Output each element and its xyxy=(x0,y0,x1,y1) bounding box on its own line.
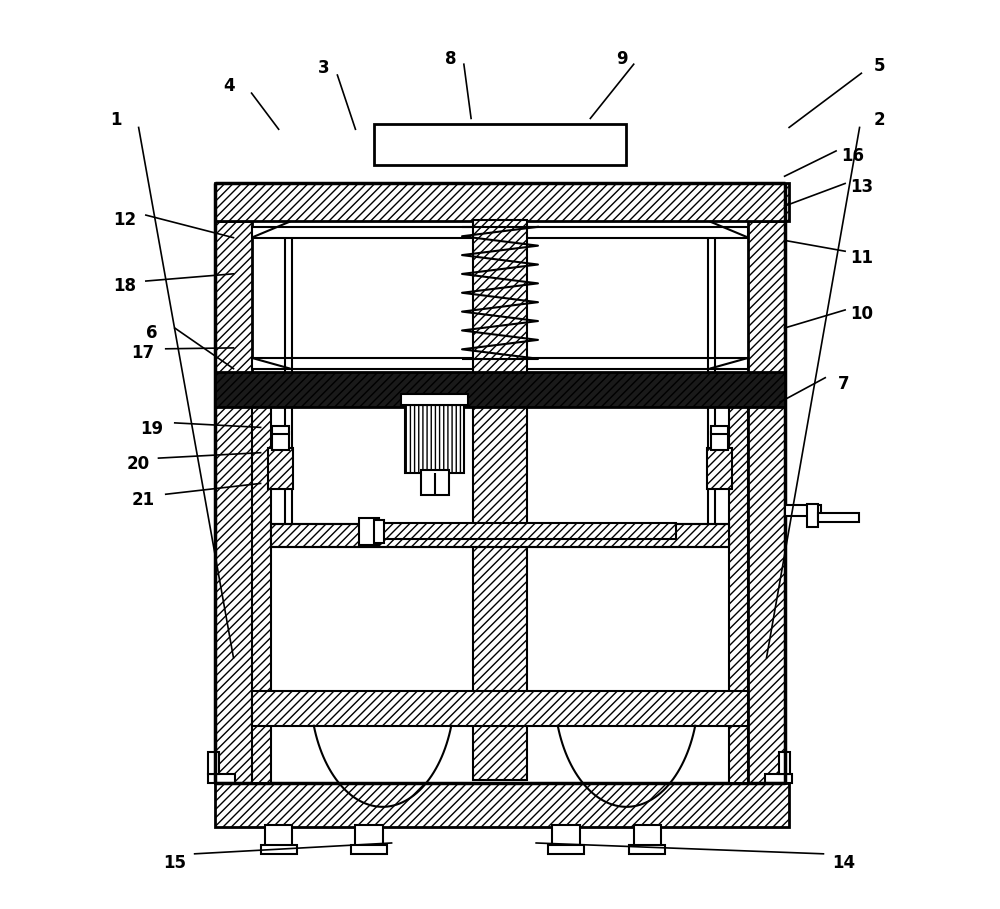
Text: 18: 18 xyxy=(114,277,137,295)
Bar xyxy=(707,448,732,489)
Text: 17: 17 xyxy=(132,345,155,363)
Bar xyxy=(265,824,292,848)
Bar xyxy=(208,752,219,774)
Bar xyxy=(215,784,789,826)
Bar xyxy=(711,426,728,434)
Bar xyxy=(629,844,665,854)
Text: 20: 20 xyxy=(127,454,150,473)
Bar xyxy=(252,691,748,725)
Text: 8: 8 xyxy=(445,50,456,68)
Bar xyxy=(252,358,748,369)
Text: 13: 13 xyxy=(850,178,873,196)
Text: 14: 14 xyxy=(832,854,855,872)
Bar xyxy=(215,373,785,406)
Bar xyxy=(785,505,821,516)
Bar xyxy=(359,518,379,544)
Bar xyxy=(272,432,289,450)
Text: 7: 7 xyxy=(837,375,849,393)
Bar xyxy=(378,524,676,539)
Text: 15: 15 xyxy=(163,854,186,872)
Text: 3: 3 xyxy=(318,59,330,77)
Bar xyxy=(711,432,728,450)
Bar xyxy=(405,405,464,473)
Bar xyxy=(748,222,785,784)
Text: 1: 1 xyxy=(110,111,122,129)
Bar xyxy=(355,824,383,848)
Bar xyxy=(271,524,729,546)
Bar xyxy=(765,774,792,784)
Bar xyxy=(215,184,789,222)
Text: 12: 12 xyxy=(114,211,137,228)
Text: 9: 9 xyxy=(616,50,628,68)
Text: 16: 16 xyxy=(841,147,864,165)
Text: 2: 2 xyxy=(874,111,885,129)
Text: 10: 10 xyxy=(850,305,873,324)
Bar xyxy=(252,404,271,784)
Text: 6: 6 xyxy=(146,324,158,342)
Bar xyxy=(779,752,790,774)
Bar xyxy=(252,227,748,237)
Bar xyxy=(548,844,584,854)
Bar xyxy=(729,404,748,784)
Bar xyxy=(215,222,252,784)
Bar xyxy=(818,514,859,523)
Bar xyxy=(473,220,527,780)
Text: 5: 5 xyxy=(874,57,885,75)
Bar xyxy=(374,520,384,543)
Bar xyxy=(351,844,387,854)
Bar xyxy=(421,470,449,495)
Bar xyxy=(208,774,235,784)
Bar xyxy=(401,394,468,405)
Bar xyxy=(268,448,293,489)
Bar xyxy=(374,124,626,165)
Bar xyxy=(261,844,297,854)
Bar xyxy=(272,426,289,434)
Bar xyxy=(552,824,580,848)
Text: 11: 11 xyxy=(850,248,873,266)
Bar xyxy=(807,504,818,527)
Text: 4: 4 xyxy=(223,77,235,95)
Text: 21: 21 xyxy=(132,491,155,509)
Text: 19: 19 xyxy=(141,420,164,438)
Bar xyxy=(634,824,661,848)
